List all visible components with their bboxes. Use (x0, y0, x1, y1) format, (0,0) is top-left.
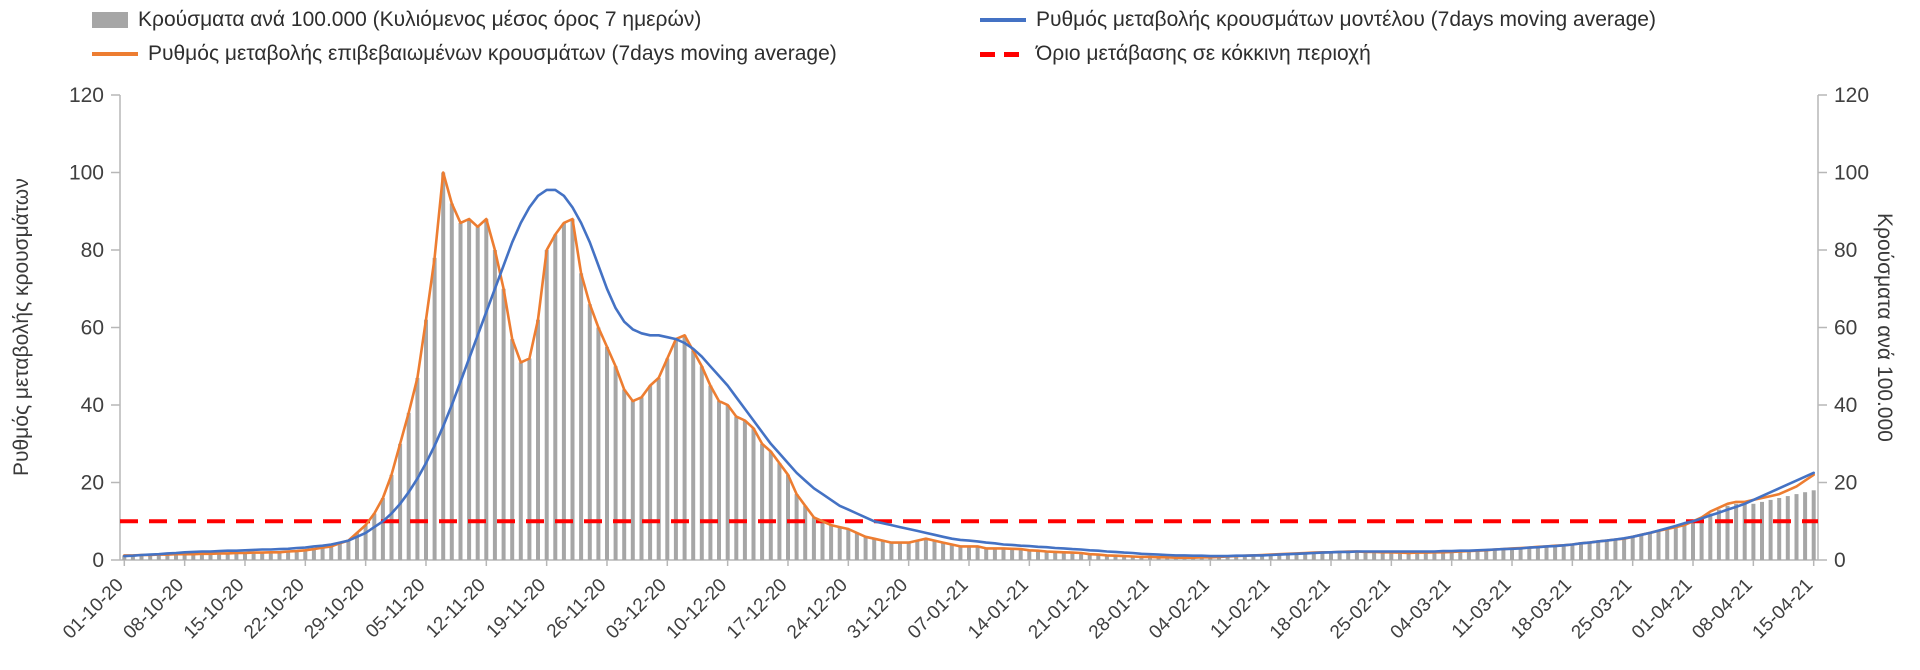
chart-legend: Κρούσματα ανά 100.000 (Κυλιόμενος μέσος … (92, 8, 1656, 66)
svg-text:25-02-21: 25-02-21 (1326, 575, 1395, 644)
svg-text:18-03-21: 18-03-21 (1507, 575, 1576, 644)
svg-text:07-01-21: 07-01-21 (904, 575, 973, 644)
svg-text:04-03-21: 04-03-21 (1387, 575, 1456, 644)
svg-text:12-11-20: 12-11-20 (422, 575, 490, 643)
legend-item-cases-per-100k: Κρούσματα ανά 100.000 (Κυλιόμενος μέσος … (92, 8, 980, 32)
svg-text:0: 0 (1834, 549, 1846, 572)
svg-text:24-12-20: 24-12-20 (783, 575, 852, 644)
svg-text:14-01-21: 14-01-21 (964, 575, 1033, 644)
svg-text:120: 120 (69, 84, 104, 107)
svg-text:11-03-21: 11-03-21 (1448, 575, 1516, 643)
svg-text:29-10-20: 29-10-20 (301, 575, 370, 644)
svg-text:40: 40 (81, 394, 104, 417)
svg-text:22-10-20: 22-10-20 (240, 575, 309, 644)
svg-text:26-11-20: 26-11-20 (543, 575, 611, 643)
svg-text:05-11-20: 05-11-20 (362, 575, 430, 643)
svg-text:18-02-21: 18-02-21 (1266, 575, 1335, 644)
gray-bar-swatch-icon (92, 12, 128, 28)
red-dashed-line-swatch-icon (980, 51, 1026, 57)
svg-text:15-04-21: 15-04-21 (1749, 575, 1818, 644)
svg-text:25-03-21: 25-03-21 (1568, 575, 1637, 644)
svg-text:80: 80 (1834, 239, 1857, 262)
svg-text:0: 0 (92, 549, 104, 572)
orange-line-swatch-icon (92, 52, 138, 56)
svg-text:15-10-20: 15-10-20 (180, 575, 249, 644)
svg-text:03-12-20: 03-12-20 (602, 575, 671, 644)
legend-label-model-rate: Ρυθμός μεταβολής κρουσμάτων μοντέλου (7d… (1036, 8, 1656, 31)
svg-text:60: 60 (81, 317, 104, 340)
legend-item-confirmed-rate: Ρυθμός μεταβολής επιβεβαιωμένων κρουσμάτ… (92, 42, 980, 66)
legend-label-cases-per-100k: Κρούσματα ανά 100.000 (Κυλιόμενος μέσος … (138, 8, 702, 31)
svg-text:01-04-21: 01-04-21 (1628, 575, 1697, 644)
svg-text:120: 120 (1834, 84, 1869, 107)
legend-label-confirmed-rate: Ρυθμός μεταβολής επιβεβαιωμένων κρουσμάτ… (148, 42, 837, 65)
legend-label-red-zone-threshold: Όριο μετάβασης σε κόκκινη περιοχή (1036, 42, 1371, 65)
svg-text:10-12-20: 10-12-20 (663, 575, 732, 644)
svg-text:17-12-20: 17-12-20 (723, 575, 792, 644)
svg-text:21-01-21: 21-01-21 (1025, 575, 1094, 644)
legend-item-model-rate: Ρυθμός μεταβολής κρουσμάτων μοντέλου (7d… (980, 8, 1656, 32)
svg-text:19-11-20: 19-11-20 (483, 575, 551, 643)
svg-text:04-02-21: 04-02-21 (1145, 575, 1214, 644)
svg-text:08-04-21: 08-04-21 (1688, 575, 1757, 644)
svg-text:01-10-20: 01-10-20 (59, 575, 128, 644)
blue-line-swatch-icon (980, 18, 1026, 22)
svg-text:28-01-21: 28-01-21 (1085, 575, 1154, 644)
right-axis-title: Κρούσματα ανά 100.000 (1873, 213, 1896, 442)
svg-text:100: 100 (1834, 162, 1869, 185)
legend-item-red-zone-threshold: Όριο μετάβασης σε κόκκινη περιοχή (980, 42, 1656, 66)
svg-text:11-02-21: 11-02-21 (1207, 575, 1275, 643)
svg-text:80: 80 (81, 239, 104, 262)
svg-text:08-10-20: 08-10-20 (120, 575, 189, 644)
svg-text:31-12-20: 31-12-20 (844, 575, 913, 644)
svg-text:100: 100 (69, 162, 104, 185)
svg-text:60: 60 (1834, 317, 1857, 340)
svg-text:20: 20 (1834, 472, 1857, 495)
svg-text:20: 20 (81, 472, 104, 495)
svg-text:40: 40 (1834, 394, 1857, 417)
